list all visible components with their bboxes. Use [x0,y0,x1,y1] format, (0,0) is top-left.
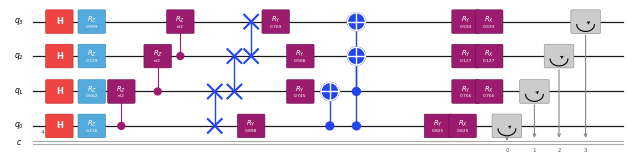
Text: 0: 0 [505,148,509,153]
FancyBboxPatch shape [78,10,106,34]
Text: π/2: π/2 [154,59,161,63]
FancyBboxPatch shape [476,80,503,103]
Text: 0.769: 0.769 [269,25,282,29]
Text: 0.568: 0.568 [294,59,307,63]
Text: 0.825: 0.825 [432,129,444,133]
Text: $R_Y$: $R_Y$ [296,84,305,95]
FancyBboxPatch shape [571,10,600,34]
Text: $R_X$: $R_X$ [484,84,494,95]
Text: $R_Y$: $R_Y$ [271,15,280,25]
FancyBboxPatch shape [45,10,73,34]
Text: 0.766: 0.766 [483,94,495,98]
Text: $R_Z$: $R_Z$ [87,49,97,59]
FancyBboxPatch shape [476,10,503,34]
Text: $R_Y$: $R_Y$ [433,119,443,129]
FancyBboxPatch shape [544,44,574,68]
Text: $R_X$: $R_X$ [484,15,494,25]
FancyBboxPatch shape [78,114,106,138]
Circle shape [326,122,334,130]
Text: $R_Y$: $R_Y$ [461,49,470,59]
Circle shape [154,88,161,95]
Text: 0.662: 0.662 [86,94,98,98]
Circle shape [353,122,360,130]
Circle shape [321,83,339,100]
Text: $R_Y$: $R_Y$ [461,84,470,95]
Text: $q_{0}$: $q_{0}$ [14,120,24,131]
Text: 0.127: 0.127 [483,59,495,63]
Text: 0.593: 0.593 [483,25,495,29]
Text: 0.898: 0.898 [245,129,257,133]
Text: H: H [56,52,63,61]
Circle shape [118,122,125,129]
FancyBboxPatch shape [492,114,522,138]
Text: 1: 1 [532,148,536,153]
FancyBboxPatch shape [520,80,549,103]
FancyBboxPatch shape [262,10,289,34]
Text: 0.129: 0.129 [86,59,98,63]
Text: 0.999: 0.999 [86,25,98,29]
Text: $R_Z$: $R_Z$ [87,84,97,95]
Text: $R_Z$: $R_Z$ [87,15,97,25]
Text: $R_Y$: $R_Y$ [296,49,305,59]
Text: 0.825: 0.825 [456,129,469,133]
Text: $q_{2}$: $q_{2}$ [14,51,24,62]
Text: $R_Z$: $R_Z$ [175,15,185,25]
Text: $R_Z$: $R_Z$ [116,84,126,95]
FancyBboxPatch shape [78,80,106,103]
Text: 0.766: 0.766 [460,94,472,98]
Text: H: H [56,87,63,96]
Text: $R_Y$: $R_Y$ [461,15,470,25]
FancyBboxPatch shape [476,44,503,68]
Text: 0.593: 0.593 [460,25,472,29]
FancyBboxPatch shape [452,44,479,68]
Text: π/2: π/2 [118,94,125,98]
FancyBboxPatch shape [78,44,106,68]
FancyBboxPatch shape [287,80,314,103]
Text: 2: 2 [557,148,561,153]
FancyBboxPatch shape [45,114,73,138]
FancyBboxPatch shape [452,10,479,34]
FancyBboxPatch shape [287,44,314,68]
FancyBboxPatch shape [424,114,452,138]
Circle shape [177,53,184,60]
Text: 0.416: 0.416 [86,129,98,133]
Text: 3: 3 [584,148,588,153]
Text: $R_Y$: $R_Y$ [246,119,256,129]
FancyBboxPatch shape [45,44,73,68]
FancyBboxPatch shape [452,80,479,103]
Circle shape [348,47,365,65]
Circle shape [348,13,365,30]
FancyBboxPatch shape [237,114,265,138]
FancyBboxPatch shape [108,80,135,103]
Text: 0.127: 0.127 [460,59,472,63]
Text: $q_{1}$: $q_{1}$ [14,86,24,97]
Text: $R_X$: $R_X$ [484,49,494,59]
Text: $R_Z$: $R_Z$ [87,119,97,129]
Circle shape [353,88,360,95]
FancyBboxPatch shape [45,80,73,103]
FancyBboxPatch shape [144,44,172,68]
Text: $c$: $c$ [16,138,22,147]
Text: π/2: π/2 [177,25,184,29]
Text: $R_Z$: $R_Z$ [153,49,163,59]
FancyBboxPatch shape [166,10,194,34]
Text: H: H [56,121,63,130]
FancyBboxPatch shape [449,114,476,138]
Text: 0.745: 0.745 [294,94,307,98]
Text: $R_X$: $R_X$ [458,119,468,129]
Text: $q_{3}$: $q_{3}$ [14,16,24,27]
Text: H: H [56,17,63,26]
Text: 4: 4 [40,130,45,135]
